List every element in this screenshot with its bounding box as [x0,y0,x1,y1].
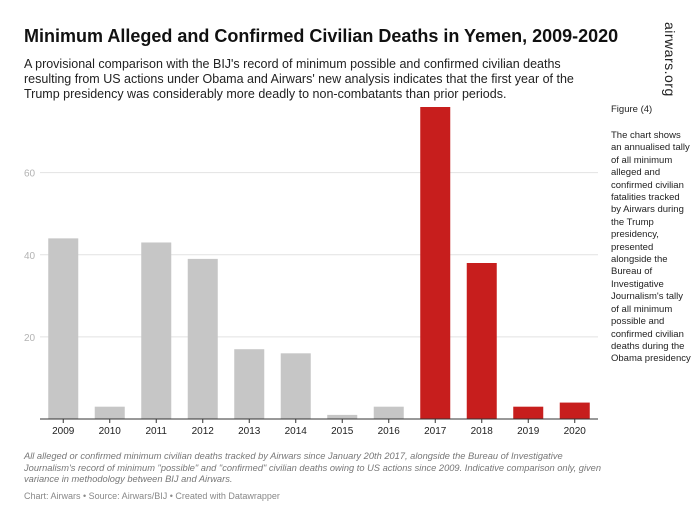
brand-logo-text: airwars.org [662,22,678,97]
x-tick-label: 2019 [517,426,540,437]
x-tick-label: 2012 [192,426,215,437]
y-tick-label: 40 [24,251,36,262]
bar-2011 [141,242,172,419]
bar-2012 [187,258,218,419]
bar-2013 [234,349,265,419]
x-tick-label: 2016 [378,426,401,437]
chart-credits: Chart: Airwars • Source: Airwars/BIJ • C… [24,491,280,501]
x-tick-label: 2013 [238,426,261,437]
bar-2019 [513,406,544,419]
chart-title: Minimum Alleged and Confirmed Civilian D… [24,26,619,46]
gridlines: 20 40 60 [24,169,598,344]
x-tick-label: 2010 [99,426,122,437]
bars [48,107,590,419]
x-tick-label: 2018 [471,426,494,437]
bar-2010 [94,406,125,419]
bar-2020 [559,402,590,419]
y-tick-label: 20 [24,333,36,344]
x-tick-label: 2020 [564,426,587,437]
bar-2009 [48,238,79,419]
bar-2017 [420,107,451,419]
y-tick-label: 60 [24,169,36,180]
x-tick-label: 2017 [424,426,447,437]
x-axis: 2009 2010 2011 2012 2013 2014 2015 2016 2017 2018… [40,418,598,437]
bar-2016 [373,406,404,419]
side-annotation: The chart shows an annualised tally of a… [611,130,691,365]
chart-subtitle: A provisional comparison with the BIJ's … [24,57,574,101]
x-tick-label: 2009 [52,426,75,437]
x-tick-label: 2015 [331,426,354,437]
x-tick-label: 2011 [145,426,167,437]
x-tick-label: 2014 [285,426,308,437]
figure-label: Figure (4) [611,104,653,115]
bar-2014 [280,353,311,419]
bar-2018 [466,263,497,419]
chart-footnote: All alleged or confirmed minimum civilia… [24,451,602,484]
bar-2015 [327,414,358,419]
